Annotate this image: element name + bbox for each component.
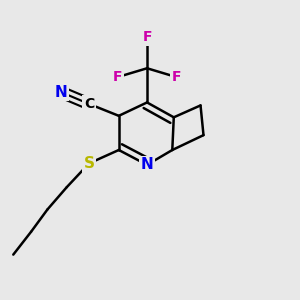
Text: S: S	[84, 156, 94, 171]
Text: C: C	[84, 97, 94, 111]
Text: F: F	[172, 70, 182, 84]
Text: N: N	[55, 85, 67, 100]
Text: F: F	[112, 70, 122, 84]
Text: N: N	[141, 158, 153, 172]
Text: F: F	[142, 30, 152, 44]
